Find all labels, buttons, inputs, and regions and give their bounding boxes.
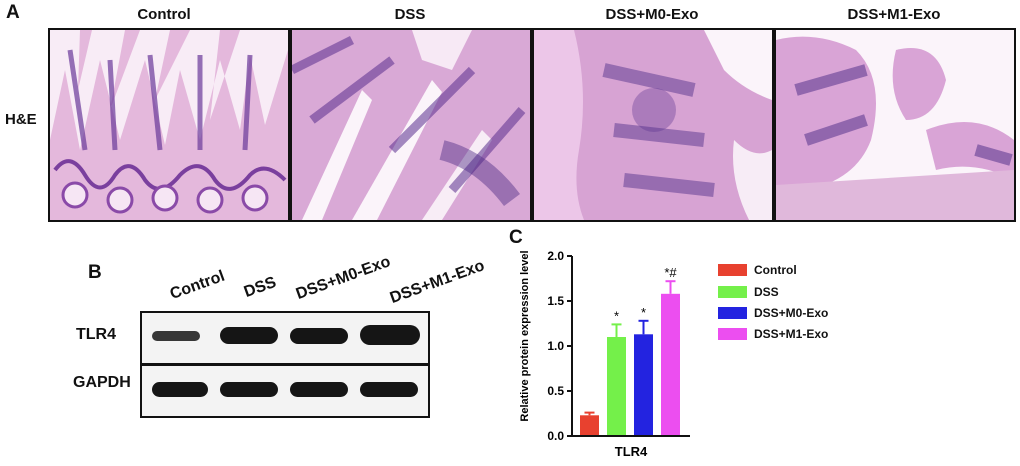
legend-swatch-control	[718, 264, 747, 276]
blot-row-label-tlr4: TLR4	[76, 326, 116, 343]
chart-y-ticks: 0.0 0.5 1.0 1.5 2.0	[547, 249, 572, 443]
panel-label-b: B	[88, 262, 102, 283]
y-tick-label: 0.0	[547, 429, 564, 443]
he-tissue-m1	[776, 30, 1014, 220]
chart-bars: * * *#	[580, 265, 680, 436]
blot-row-label-gapdh: GAPDH	[73, 374, 131, 391]
band-gapdh-m1	[360, 382, 418, 397]
band-tlr4-dss	[220, 327, 278, 344]
bar-1	[580, 415, 599, 436]
he-tissue-dss	[292, 30, 530, 220]
he-image-m0	[532, 28, 774, 222]
bar-2	[607, 337, 626, 436]
he-column-title-m0: DSS+M0-Exo	[605, 6, 699, 23]
he-row-label: H&E	[5, 111, 37, 128]
he-column-title-m1: DSS+M1-Exo	[847, 6, 941, 23]
legend-label-m0: DSS+M0-Exo	[754, 306, 829, 320]
legend-swatch-dss	[718, 286, 747, 298]
chart-y-axis-label: Relative protein expression level	[519, 250, 531, 421]
he-tissue-m0	[534, 30, 772, 220]
blot-strip-tlr4	[140, 311, 430, 365]
legend-swatch-m0	[718, 307, 747, 319]
legend-swatch-m1	[718, 328, 747, 340]
significance-label-4: *#	[664, 265, 677, 280]
band-gapdh-control	[152, 382, 208, 397]
blot-lane-label-m1: DSS+M1-Exo	[387, 257, 487, 308]
blot-lane-label-control: Control	[167, 267, 228, 304]
legend-label-m1: DSS+M1-Exo	[754, 327, 829, 341]
band-tlr4-m0	[290, 328, 348, 344]
band-tlr4-control	[152, 331, 200, 341]
he-image-control	[48, 28, 290, 222]
bar-3	[634, 334, 653, 436]
chart-x-axis-label: TLR4	[615, 444, 648, 459]
bar-4	[661, 293, 680, 436]
y-tick-label: 2.0	[547, 249, 564, 263]
y-tick-label: 1.5	[547, 294, 564, 308]
y-tick-label: 1.0	[547, 339, 564, 353]
he-column-title-dss: DSS	[394, 6, 426, 23]
significance-label-2: *	[614, 308, 619, 323]
legend-label-control: Control	[754, 263, 797, 277]
legend-label-dss: DSS	[754, 285, 779, 299]
panel-label-a: A	[6, 2, 20, 23]
panel-label-c: C	[509, 227, 523, 248]
he-column-title-control: Control	[137, 6, 191, 23]
band-gapdh-m0	[290, 382, 348, 397]
significance-label-3: *	[641, 305, 646, 320]
he-image-dss	[290, 28, 532, 222]
band-gapdh-dss	[220, 382, 278, 397]
band-tlr4-m1	[360, 325, 420, 345]
y-tick-label: 0.5	[547, 384, 564, 398]
blot-lane-label-dss: DSS	[241, 273, 279, 302]
blot-lane-label-m0: DSS+M0-Exo	[293, 253, 393, 304]
he-tissue-control	[50, 30, 288, 220]
bar-chart: Relative protein expression level 0.0 0.5…	[519, 249, 690, 459]
he-image-m1	[774, 28, 1016, 222]
blot-strip-gapdh	[140, 364, 430, 418]
